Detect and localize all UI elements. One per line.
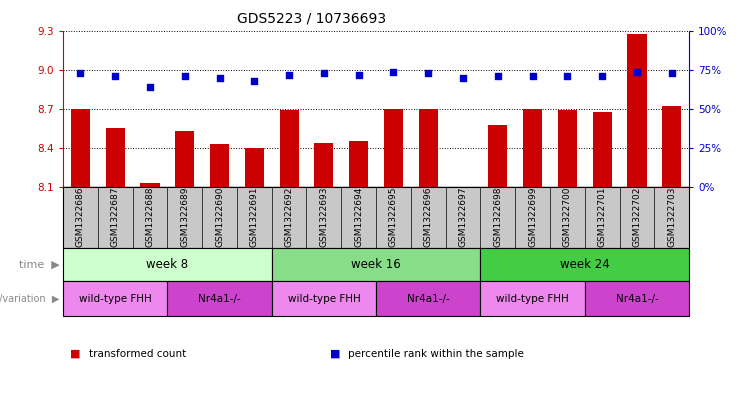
- Bar: [480, 281, 585, 316]
- Text: GSM1322700: GSM1322700: [563, 187, 572, 247]
- Text: GDS5223 / 10736693: GDS5223 / 10736693: [236, 12, 386, 26]
- Text: GSM1322690: GSM1322690: [215, 187, 224, 247]
- Text: GSM1322701: GSM1322701: [598, 187, 607, 247]
- Point: [74, 70, 86, 77]
- Text: transformed count: transformed count: [89, 349, 186, 359]
- Point: [248, 78, 260, 84]
- Text: GSM1322686: GSM1322686: [76, 187, 85, 247]
- Point: [318, 70, 330, 77]
- Point: [388, 69, 399, 75]
- Text: GSM1322698: GSM1322698: [494, 187, 502, 247]
- Point: [213, 75, 225, 81]
- Bar: [167, 281, 272, 316]
- Point: [283, 72, 295, 78]
- Bar: [419, 109, 438, 187]
- Text: Nr4a1-/-: Nr4a1-/-: [198, 294, 241, 304]
- Bar: [558, 110, 577, 187]
- Text: week 16: week 16: [351, 258, 401, 271]
- Bar: [488, 125, 508, 187]
- Text: Nr4a1-/-: Nr4a1-/-: [407, 294, 450, 304]
- Bar: [279, 110, 299, 187]
- Bar: [585, 281, 689, 316]
- Point: [527, 73, 539, 80]
- Point: [353, 72, 365, 78]
- Bar: [376, 281, 480, 316]
- Point: [422, 70, 434, 77]
- Bar: [106, 129, 124, 187]
- Text: genotype/variation  ▶: genotype/variation ▶: [0, 294, 59, 304]
- Point: [492, 73, 504, 80]
- Point: [457, 75, 469, 81]
- Bar: [523, 109, 542, 187]
- Text: GSM1322691: GSM1322691: [250, 187, 259, 247]
- Bar: [314, 143, 333, 187]
- Text: ■: ■: [330, 349, 340, 359]
- Bar: [63, 248, 272, 281]
- Text: GSM1322696: GSM1322696: [424, 187, 433, 247]
- Point: [179, 73, 190, 80]
- Text: time  ▶: time ▶: [19, 259, 59, 269]
- Text: GSM1322688: GSM1322688: [145, 187, 154, 247]
- Point: [562, 73, 574, 80]
- Bar: [384, 109, 403, 187]
- Point: [597, 73, 608, 80]
- Text: GSM1322694: GSM1322694: [354, 187, 363, 247]
- Bar: [71, 109, 90, 187]
- Text: GSM1322687: GSM1322687: [110, 187, 119, 247]
- Bar: [593, 112, 612, 187]
- Bar: [272, 281, 376, 316]
- Text: GSM1322702: GSM1322702: [633, 187, 642, 247]
- Text: GSM1322695: GSM1322695: [389, 187, 398, 247]
- Text: Nr4a1-/-: Nr4a1-/-: [616, 294, 658, 304]
- Text: wild-type FHH: wild-type FHH: [496, 294, 569, 304]
- Bar: [628, 34, 646, 187]
- Bar: [63, 281, 167, 316]
- Text: ■: ■: [70, 349, 81, 359]
- Text: wild-type FHH: wild-type FHH: [288, 294, 360, 304]
- Bar: [175, 131, 194, 187]
- Bar: [480, 248, 689, 281]
- Text: GSM1322693: GSM1322693: [319, 187, 328, 247]
- Point: [666, 70, 678, 77]
- Text: GSM1322689: GSM1322689: [180, 187, 189, 247]
- Bar: [662, 107, 681, 187]
- Bar: [140, 183, 159, 187]
- Text: week 8: week 8: [146, 258, 188, 271]
- Bar: [272, 248, 480, 281]
- Text: GSM1322703: GSM1322703: [667, 187, 677, 247]
- Text: GSM1322699: GSM1322699: [528, 187, 537, 247]
- Text: wild-type FHH: wild-type FHH: [79, 294, 152, 304]
- Bar: [245, 148, 264, 187]
- Bar: [349, 141, 368, 187]
- Point: [631, 69, 643, 75]
- Text: percentile rank within the sample: percentile rank within the sample: [348, 349, 524, 359]
- Text: week 24: week 24: [560, 258, 610, 271]
- Point: [109, 73, 121, 80]
- Bar: [210, 144, 229, 187]
- Text: GSM1322692: GSM1322692: [285, 187, 293, 247]
- Point: [144, 84, 156, 90]
- Text: GSM1322697: GSM1322697: [459, 187, 468, 247]
